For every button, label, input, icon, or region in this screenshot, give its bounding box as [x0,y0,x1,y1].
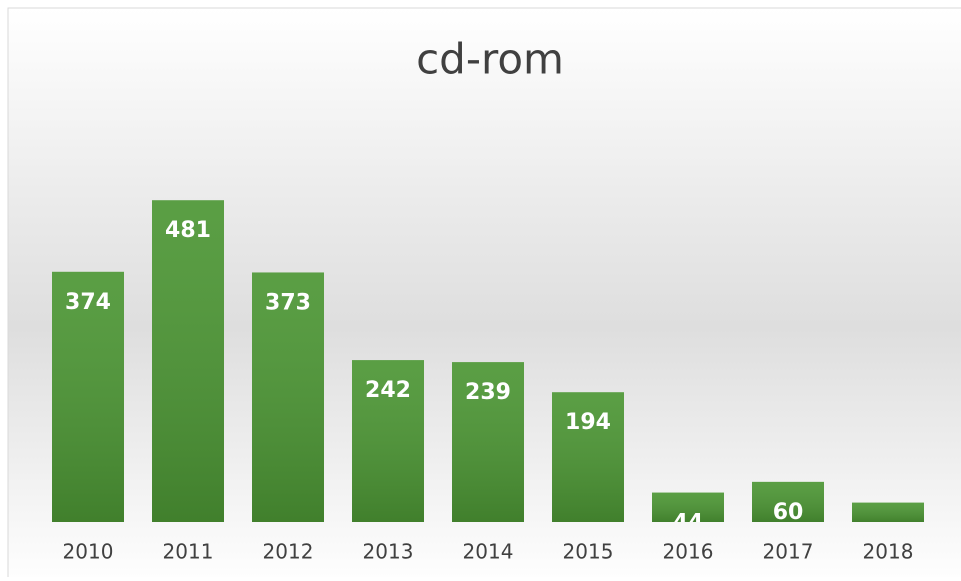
x-tick-label: 2011 [163,540,214,564]
x-tick-label: 2015 [563,540,614,564]
value-label: 44 [673,511,704,536]
value-label: 194 [565,410,611,435]
bar-shade [52,271,124,522]
bar-shade [252,272,324,522]
x-tick-label: 2016 [663,540,714,564]
value-label: 481 [165,218,211,243]
bar-shade [152,200,224,522]
x-tick-label: 2010 [63,540,114,564]
bar-shade [552,392,624,522]
value-label: 29 [873,521,904,546]
x-tick-label: 2018 [863,540,914,564]
bar-shade [452,362,524,522]
value-label: 242 [365,378,411,403]
bar-shade [852,502,924,522]
chart-title: cd-rom [416,35,564,84]
bar-shade [752,481,824,522]
value-label: 373 [265,290,311,315]
x-tick-label: 2017 [763,540,814,564]
x-tick-label: 2014 [463,540,514,564]
value-label: 239 [465,380,511,405]
bar-shade [352,360,424,522]
value-labels: 374 481 373 242 239 194 44 60 29 [65,218,904,546]
value-label: 60 [773,500,804,525]
value-label: 374 [65,290,111,315]
x-tick-label: 2013 [363,540,414,564]
x-tick-label: 2012 [263,540,314,564]
bar-shade [652,492,724,522]
